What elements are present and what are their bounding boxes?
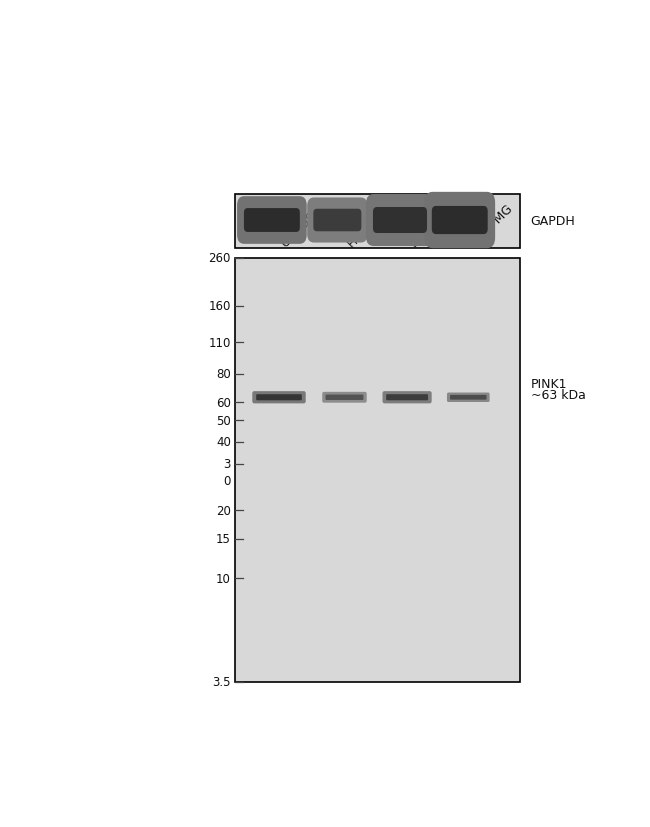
Text: U-87 MG: U-87 MG	[468, 203, 515, 250]
Text: 110: 110	[209, 337, 231, 350]
Bar	[235, 195, 519, 249]
Text: 160: 160	[209, 299, 231, 313]
FancyBboxPatch shape	[322, 392, 367, 404]
Text: 0: 0	[224, 475, 231, 488]
Text: 20: 20	[216, 504, 231, 517]
Text: 10: 10	[216, 572, 231, 586]
Text: 15: 15	[216, 533, 231, 545]
FancyBboxPatch shape	[252, 392, 306, 404]
FancyBboxPatch shape	[447, 393, 489, 403]
Text: U-2 OS: U-2 OS	[279, 210, 319, 250]
FancyBboxPatch shape	[244, 209, 300, 232]
Text: HeLa: HeLa	[344, 218, 376, 250]
FancyBboxPatch shape	[237, 197, 307, 245]
FancyBboxPatch shape	[432, 207, 488, 235]
Text: 3: 3	[224, 458, 231, 471]
Text: ~63 kDa: ~63 kDa	[530, 389, 586, 402]
Bar	[235, 258, 519, 682]
FancyBboxPatch shape	[382, 392, 432, 404]
Text: 40: 40	[216, 436, 231, 449]
FancyBboxPatch shape	[307, 198, 367, 243]
Text: SH-SY5Y: SH-SY5Y	[407, 203, 454, 250]
FancyBboxPatch shape	[326, 395, 363, 400]
Text: 260: 260	[209, 252, 231, 265]
Text: 80: 80	[216, 368, 231, 380]
FancyBboxPatch shape	[313, 209, 361, 232]
FancyBboxPatch shape	[373, 208, 427, 234]
Text: PINK1: PINK1	[530, 377, 567, 390]
Text: 3.5: 3.5	[213, 676, 231, 688]
Text: 60: 60	[216, 396, 231, 409]
FancyBboxPatch shape	[450, 395, 486, 400]
FancyBboxPatch shape	[386, 394, 428, 401]
FancyBboxPatch shape	[424, 193, 495, 249]
Text: GAPDH: GAPDH	[530, 214, 575, 227]
FancyBboxPatch shape	[366, 194, 434, 246]
Text: 50: 50	[216, 414, 231, 427]
FancyBboxPatch shape	[256, 394, 302, 401]
